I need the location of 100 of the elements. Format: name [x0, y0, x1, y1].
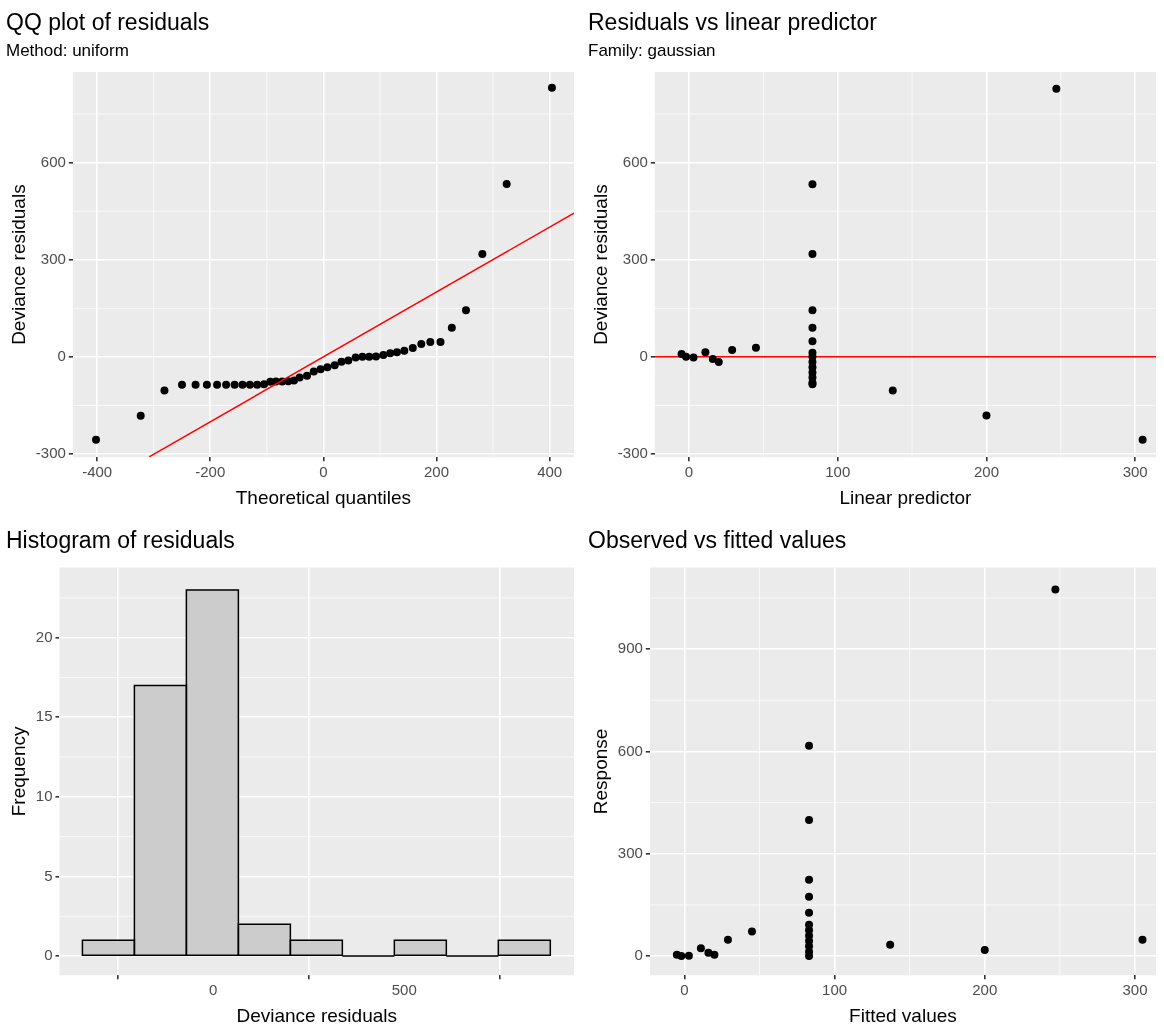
point — [323, 363, 332, 372]
y-axis-title: Response — [589, 728, 611, 815]
point — [230, 380, 239, 389]
point — [808, 337, 817, 346]
point — [805, 875, 814, 884]
chart-subtitle: Method: uniform — [6, 41, 129, 61]
y-axis-title: Deviance residuals — [7, 184, 29, 345]
y-tick-label: 20 — [35, 627, 53, 645]
point — [723, 935, 732, 944]
x-tick-label: 0 — [208, 981, 218, 999]
point — [316, 365, 325, 374]
point — [980, 945, 989, 954]
x-tick-label: 0 — [684, 463, 694, 481]
point — [1051, 585, 1060, 594]
x-tick-label: -400 — [82, 463, 113, 481]
point — [191, 380, 200, 389]
point — [805, 741, 814, 750]
point — [888, 386, 897, 395]
point — [728, 346, 737, 355]
x-axis-title: Linear predictor — [839, 486, 973, 508]
point — [358, 352, 367, 361]
x-tick-label: -200 — [195, 463, 226, 481]
point — [160, 386, 169, 395]
point — [708, 355, 717, 364]
chart-subtitle: Family: gaussian — [588, 41, 716, 61]
x-tick-label: 400 — [537, 463, 563, 481]
point — [808, 306, 817, 315]
chart-title: Residuals vs linear predictor — [588, 9, 878, 36]
point — [303, 371, 312, 380]
x-axis-title: Deviance residuals — [236, 1004, 398, 1026]
point — [92, 435, 101, 444]
point — [805, 892, 814, 901]
point — [386, 349, 395, 358]
point — [392, 348, 401, 357]
point — [747, 927, 756, 936]
x-tick-label: 100 — [825, 463, 851, 481]
y-tick-label: 5 — [44, 866, 53, 884]
point — [178, 380, 186, 389]
point — [436, 337, 445, 346]
point — [253, 380, 262, 389]
y-tick-label: 300 — [622, 249, 648, 267]
x-tick-label: 200 — [973, 463, 999, 481]
x-tick-label: 200 — [424, 463, 450, 481]
y-tick-label: 300 — [617, 843, 643, 861]
point — [408, 344, 417, 353]
y-tick-label: -300 — [617, 444, 648, 462]
point — [372, 352, 381, 361]
point — [696, 944, 705, 953]
y-tick-label: 900 — [617, 639, 643, 657]
y-tick-label: 300 — [40, 249, 66, 267]
x-tick-label: 300 — [1122, 463, 1148, 481]
point — [808, 180, 817, 189]
point — [213, 380, 222, 389]
point — [222, 380, 231, 389]
point — [365, 352, 374, 361]
point — [805, 816, 814, 825]
point — [426, 337, 435, 346]
y-tick-label: 0 — [44, 946, 53, 964]
point — [1052, 84, 1061, 93]
chart-title: QQ plot of residuals — [6, 9, 210, 36]
point — [751, 343, 760, 352]
x-tick-label: 100 — [822, 981, 848, 999]
point — [502, 180, 511, 188]
point — [684, 951, 693, 960]
point — [701, 348, 710, 357]
point — [344, 356, 353, 365]
y-axis-title: Deviance residuals — [589, 184, 611, 345]
point — [982, 411, 991, 420]
y-tick-label: 0 — [57, 346, 66, 364]
x-axis-title: Fitted values — [849, 1004, 957, 1026]
point — [351, 353, 360, 362]
point — [689, 353, 698, 362]
point — [1138, 435, 1147, 444]
point — [309, 367, 318, 376]
point — [805, 908, 814, 917]
point — [136, 411, 145, 420]
y-tick-label: 600 — [40, 152, 66, 170]
x-axis-title: Theoretical quantiles — [235, 486, 412, 508]
point — [295, 373, 304, 382]
x-tick-label: 300 — [1122, 981, 1148, 999]
x-tick-label: 0 — [680, 981, 689, 999]
point — [461, 306, 470, 315]
point — [704, 948, 713, 957]
y-tick-label: 600 — [617, 741, 643, 759]
y-tick-label: -300 — [35, 444, 66, 462]
point — [245, 380, 254, 389]
x-tick-label: 0 — [319, 463, 328, 481]
y-axis-title: Frequency — [7, 726, 29, 817]
y-tick-label: 600 — [622, 152, 648, 170]
x-tick-label: 500 — [391, 981, 417, 999]
point — [714, 358, 723, 367]
y-tick-label: 0 — [634, 946, 643, 964]
y-tick-label: 15 — [35, 707, 53, 725]
point — [238, 380, 247, 389]
point — [202, 380, 211, 389]
chart-title: Observed vs fitted values — [588, 527, 847, 554]
chart-title: Histogram of residuals — [6, 527, 235, 554]
point — [1138, 935, 1147, 944]
point — [805, 952, 814, 961]
point — [808, 323, 817, 332]
